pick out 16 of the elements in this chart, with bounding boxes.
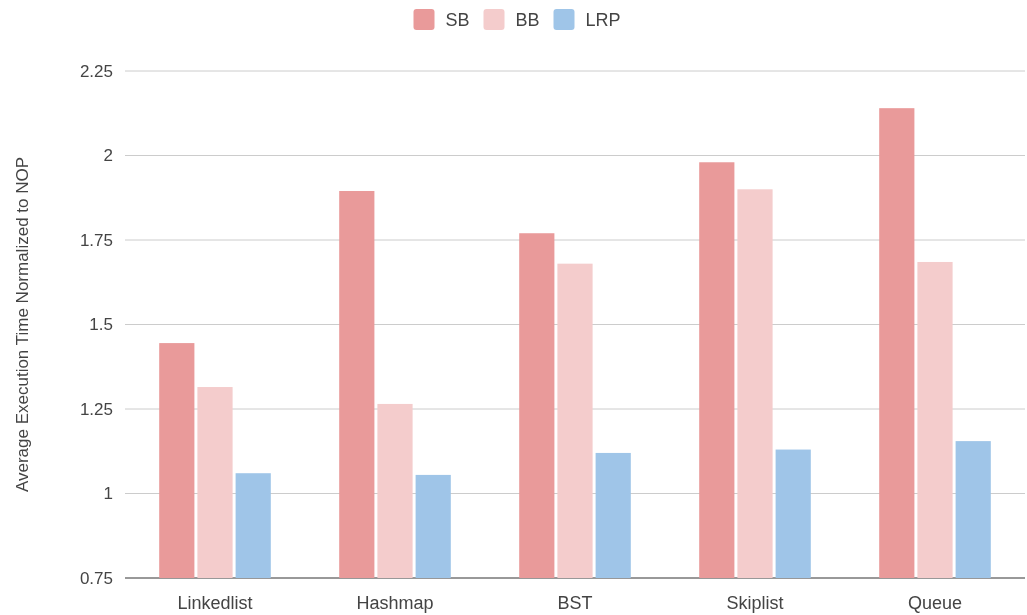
y-tick-label: 1.5 — [89, 315, 113, 335]
y-tick-label: 2.25 — [79, 61, 113, 81]
x-tick-label: Linkedlist — [177, 593, 253, 613]
y-tick-label: 2 — [103, 146, 113, 166]
legend-label: SB — [445, 10, 470, 31]
legend-label: BB — [515, 10, 540, 31]
y-axis-title: Average Execution Time Normalized to NOP — [13, 156, 32, 493]
x-tick-label: Queue — [907, 593, 963, 613]
legend-label: LRP — [585, 10, 621, 31]
x-tick-label: Skiplist — [726, 593, 784, 613]
y-tick-label: 1.25 — [79, 399, 113, 419]
x-tick-label: Hashmap — [356, 593, 434, 613]
y-tick-label: 1.75 — [79, 230, 113, 250]
x-tick-label: BST — [557, 593, 593, 613]
y-tick-label: 1 — [103, 484, 113, 504]
y-tick-label: 0.75 — [79, 568, 113, 588]
